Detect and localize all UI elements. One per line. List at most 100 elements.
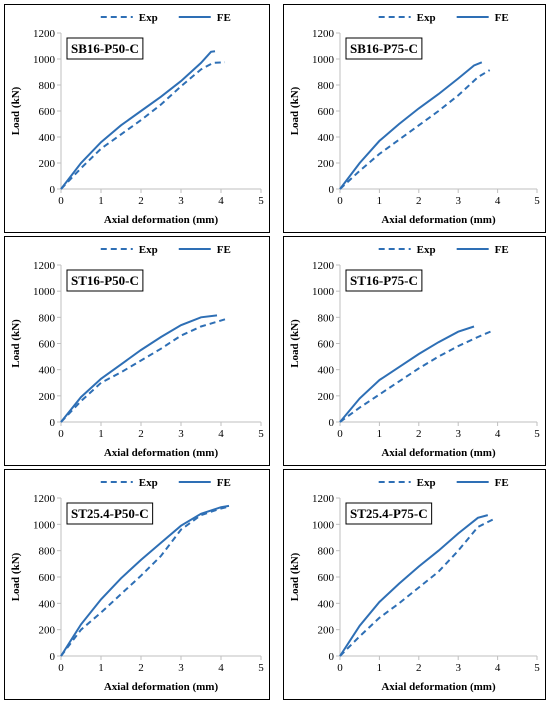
y-tick-label: 600	[318, 106, 335, 118]
series-line-fe	[60, 314, 218, 423]
chart-panel-st25-4-p75-c: 0 1 2 3 4 5 0 200 400 600 800 1000 1200 Axial deforma…	[283, 469, 546, 700]
y-tick-label: 800	[39, 312, 56, 324]
chart-title-frame	[345, 269, 423, 292]
x-tick-label: 4	[218, 428, 224, 440]
x-tick-label: 2	[416, 428, 422, 440]
x-tick-label: 1	[377, 662, 383, 674]
x-tick-label: 4	[218, 662, 224, 674]
chart-title-frame	[66, 269, 144, 292]
y-tick-label: 400	[39, 365, 56, 377]
x-tick-label: 3	[178, 662, 184, 674]
y-tick-label: 1000	[312, 54, 335, 66]
chart-panel-st16-p75-c: 0 1 2 3 4 5 0 200 400 600 800 1000 1200 Axial deforma…	[283, 236, 546, 466]
x-axis-label: Axial deformation (mm)	[381, 214, 496, 226]
legend-label-exp: Exp	[417, 244, 436, 256]
series-line-exp	[60, 61, 226, 190]
y-tick-label: 0	[329, 417, 335, 429]
y-tick-label: 200	[318, 158, 335, 170]
chart-panel-st25-4-p50-c: 0 1 2 3 4 5 0 200 400 600 800 1000 1200 Axial deforma…	[4, 469, 270, 700]
x-tick-label: 3	[178, 195, 184, 207]
chart-panel-sb16-p75-c: 0 1 2 3 4 5 0 200 400 600 800 1000 1200 Axial deforma…	[283, 4, 546, 233]
y-tick-label: 1200	[312, 260, 335, 272]
y-axis-label: Load (kN)	[10, 86, 22, 135]
x-tick-label: 3	[455, 662, 461, 674]
x-tick-label: 5	[534, 195, 540, 207]
chart-title-box: ST16-P75-C	[345, 269, 423, 292]
y-axis-label: Load (kN)	[10, 319, 22, 368]
x-tick-label: 1	[377, 428, 383, 440]
y-tick-label: 400	[318, 598, 335, 610]
chart-svg: 0 1 2 3 4 5 0 200 400 600 800 1000 1200 Axial deforma…	[10, 244, 264, 459]
y-tick-label: 1000	[33, 286, 56, 298]
x-tick-label: 5	[534, 428, 540, 440]
y-tick-label: 600	[39, 106, 56, 118]
x-tick-label: 1	[98, 662, 104, 674]
legend-label-fe: FE	[217, 244, 231, 256]
series-line-exp	[60, 505, 230, 657]
y-axis-label: Load (kN)	[10, 552, 22, 601]
chart-title: ST16-P50-C	[71, 273, 139, 288]
chart-svg: 0 1 2 3 4 5 0 200 400 600 800 1000 1200 Axial deforma…	[10, 12, 264, 226]
x-axis-label: Axial deformation (mm)	[104, 214, 219, 226]
x-axis-label: Axial deformation (mm)	[381, 447, 496, 459]
y-tick-label: 400	[39, 132, 56, 144]
series-line-exp	[339, 518, 495, 657]
legend-label-fe: FE	[495, 12, 509, 24]
series-line-fe	[60, 50, 216, 190]
y-tick-label: 600	[318, 339, 335, 351]
x-tick-label: 0	[58, 195, 64, 207]
x-axis-label: Axial deformation (mm)	[104, 681, 219, 693]
series-line-fe	[339, 325, 475, 423]
x-axis-label: Axial deformation (mm)	[381, 681, 496, 693]
y-tick-label: 1000	[33, 54, 56, 66]
y-axis-label: Load (kN)	[289, 86, 301, 135]
y-tick-label: 0	[329, 184, 335, 196]
x-tick-label: 3	[178, 428, 184, 440]
x-tick-label: 3	[455, 428, 461, 440]
legend-label-exp: Exp	[139, 244, 158, 256]
chart-title-frame	[345, 37, 423, 60]
chart-title-frame	[345, 502, 433, 525]
x-tick-label: 5	[258, 428, 264, 440]
x-tick-label: 1	[377, 195, 383, 207]
y-tick-label: 1000	[33, 519, 56, 531]
legend-label-fe: FE	[495, 477, 509, 489]
x-tick-label: 3	[455, 195, 461, 207]
x-tick-label: 2	[416, 662, 422, 674]
chart-title-box: SB16-P75-C	[345, 37, 423, 60]
series-line-fe	[339, 514, 489, 657]
x-tick-label: 4	[218, 195, 224, 207]
chart-title: ST25.4-P75-C	[350, 506, 428, 521]
y-tick-label: 200	[39, 158, 56, 170]
y-tick-label: 0	[50, 417, 56, 429]
chart-panel-st16-p50-c: 0 1 2 3 4 5 0 200 400 600 800 1000 1200 Axial deforma…	[4, 236, 270, 466]
chart-title-frame	[66, 37, 144, 60]
x-tick-label: 2	[138, 428, 144, 440]
series-line-fe	[60, 504, 230, 657]
chart-title-box: SB16-P50-C	[66, 37, 144, 60]
x-tick-label: 2	[416, 195, 422, 207]
legend-label-exp: Exp	[139, 477, 158, 489]
y-tick-label: 200	[39, 625, 56, 637]
y-tick-label: 400	[318, 132, 335, 144]
y-tick-label: 800	[39, 80, 56, 92]
y-tick-label: 0	[50, 184, 56, 196]
chart-svg: 0 1 2 3 4 5 0 200 400 600 800 1000 1200 Axial deforma…	[10, 477, 264, 693]
legend-label-fe: FE	[217, 12, 231, 24]
y-tick-label: 1200	[312, 28, 335, 40]
x-tick-label: 0	[337, 195, 343, 207]
chart-title-box: ST25.4-P75-C	[345, 502, 433, 525]
x-tick-label: 1	[98, 195, 104, 207]
legend-label-exp: Exp	[417, 477, 436, 489]
chart-panel-sb16-p50-c: 0 1 2 3 4 5 0 200 400 600 800 1000 1200 Axial deforma…	[4, 4, 270, 233]
y-tick-label: 1200	[33, 493, 56, 505]
y-tick-label: 0	[329, 651, 335, 663]
chart-svg: 0 1 2 3 4 5 0 200 400 600 800 1000 1200 Axial deforma…	[289, 477, 540, 693]
x-tick-label: 5	[534, 662, 540, 674]
x-tick-label: 4	[495, 428, 501, 440]
y-tick-label: 600	[318, 572, 335, 584]
legend-label-fe: FE	[495, 244, 509, 256]
y-tick-label: 800	[39, 546, 56, 558]
y-tick-label: 800	[318, 312, 335, 324]
chart-title: SB16-P75-C	[350, 41, 418, 56]
